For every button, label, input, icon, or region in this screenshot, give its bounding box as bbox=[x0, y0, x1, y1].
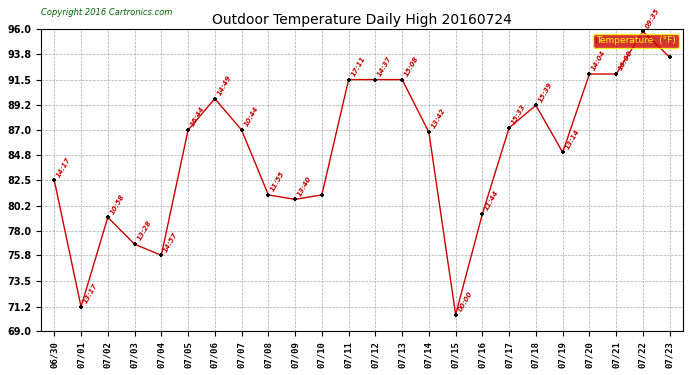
Point bbox=[557, 149, 568, 155]
Text: 13:17: 13:17 bbox=[82, 282, 99, 304]
Text: 15:08: 15:08 bbox=[404, 55, 420, 77]
Point bbox=[424, 129, 435, 135]
Text: 10:44: 10:44 bbox=[243, 105, 259, 128]
Legend: Temperature  (°F): Temperature (°F) bbox=[593, 34, 678, 48]
Text: 17:11: 17:11 bbox=[350, 55, 366, 77]
Text: 14:37: 14:37 bbox=[377, 55, 393, 77]
Point bbox=[504, 125, 515, 131]
Point bbox=[102, 214, 113, 220]
Point bbox=[236, 127, 247, 133]
Text: 13:28: 13:28 bbox=[136, 220, 152, 242]
Point bbox=[450, 312, 461, 318]
Text: 10:58: 10:58 bbox=[109, 193, 126, 215]
Point bbox=[183, 127, 194, 133]
Point bbox=[611, 71, 622, 77]
Point bbox=[638, 28, 649, 34]
Point bbox=[343, 76, 354, 82]
Point bbox=[290, 196, 301, 202]
Point bbox=[75, 304, 86, 310]
Text: 14:57: 14:57 bbox=[163, 231, 179, 253]
Point bbox=[209, 96, 220, 102]
Text: 09:35: 09:35 bbox=[644, 7, 660, 29]
Point bbox=[477, 211, 488, 217]
Text: 14:17: 14:17 bbox=[56, 156, 72, 178]
Text: 13:42: 13:42 bbox=[430, 108, 446, 130]
Point bbox=[664, 54, 676, 60]
Text: 16:00: 16:00 bbox=[618, 50, 634, 72]
Point bbox=[156, 252, 167, 258]
Text: 16:44: 16:44 bbox=[190, 105, 206, 128]
Text: 15:39: 15:39 bbox=[538, 81, 553, 103]
Point bbox=[370, 76, 381, 82]
Text: 14:04: 14:04 bbox=[591, 50, 607, 72]
Title: Outdoor Temperature Daily High 20160724: Outdoor Temperature Daily High 20160724 bbox=[212, 13, 512, 27]
Text: 13:14: 13:14 bbox=[564, 128, 580, 150]
Point bbox=[49, 177, 60, 183]
Text: Copyright 2016 Cartronics.com: Copyright 2016 Cartronics.com bbox=[41, 8, 172, 17]
Text: 14:49: 14:49 bbox=[216, 74, 233, 96]
Point bbox=[263, 192, 274, 198]
Point bbox=[129, 241, 140, 247]
Point bbox=[584, 71, 595, 77]
Text: 15:33: 15:33 bbox=[511, 103, 526, 126]
Text: 11:44: 11:44 bbox=[484, 189, 500, 211]
Point bbox=[316, 192, 327, 198]
Text: 00:00: 00:00 bbox=[457, 290, 473, 312]
Point bbox=[531, 102, 542, 108]
Text: 13:40: 13:40 bbox=[297, 175, 313, 197]
Point bbox=[397, 76, 408, 82]
Text: 11:55: 11:55 bbox=[270, 170, 286, 193]
